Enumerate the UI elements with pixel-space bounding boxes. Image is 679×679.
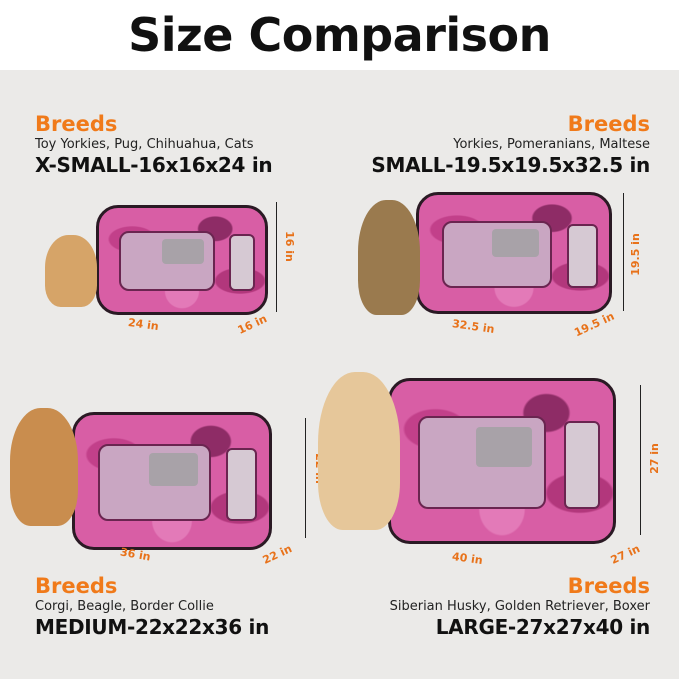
height-label: 16 in: [282, 231, 296, 262]
width-label: 22 in: [260, 542, 295, 567]
yorkie-image: [358, 200, 420, 315]
xsmall-info: Breeds Toy Yorkies, Pug, Chihuahua, Cats…: [35, 112, 273, 177]
small-crate-image: [416, 192, 612, 314]
title-bar: Size Comparison: [0, 0, 679, 70]
breeds-list: Yorkies, Pomeranians, Maltese: [453, 137, 650, 152]
large-info: Breeds Siberian Husky, Golden Retriever,…: [389, 574, 651, 639]
medium-crate-image: [72, 412, 272, 550]
height-label: 27 in: [647, 443, 661, 474]
large-crate-image: [388, 378, 616, 544]
length-label: 40 in: [451, 549, 484, 568]
width-label: 19.5 in: [572, 309, 617, 340]
size-label: X-SMALL-16x16x24 in: [35, 153, 273, 177]
breeds-heading: Breeds: [567, 574, 650, 598]
breeds-list: Siberian Husky, Golden Retriever, Boxer: [389, 599, 650, 614]
length-label: 24 in: [127, 315, 160, 334]
breeds-heading: Breeds: [35, 574, 118, 598]
xsmall-crate-image: [96, 205, 268, 315]
beagle-image: [10, 408, 78, 526]
breeds-heading: Breeds: [567, 112, 650, 136]
width-label: 27 in: [608, 542, 643, 567]
length-label: 32.5 in: [451, 317, 496, 336]
size-label: LARGE-27x27x40 in: [435, 615, 651, 639]
height-label: 19.5 in: [628, 233, 642, 276]
page-title: Size Comparison: [128, 8, 551, 62]
size-label: MEDIUM-22x22x36 in: [35, 615, 270, 639]
small-info: Breeds Yorkies, Pomeranians, Maltese SMA…: [371, 112, 650, 177]
breeds-list: Corgi, Beagle, Border Collie: [35, 599, 214, 614]
golden-retriever-image: [318, 372, 400, 530]
width-label: 16 in: [235, 312, 270, 337]
medium-info: Breeds Corgi, Beagle, Border Collie MEDI…: [35, 574, 269, 639]
breeds-list: Toy Yorkies, Pug, Chihuahua, Cats: [35, 137, 254, 152]
kitten-image: [45, 235, 97, 307]
breeds-heading: Breeds: [35, 112, 118, 136]
size-label: SMALL-19.5x19.5x32.5 in: [371, 153, 650, 177]
